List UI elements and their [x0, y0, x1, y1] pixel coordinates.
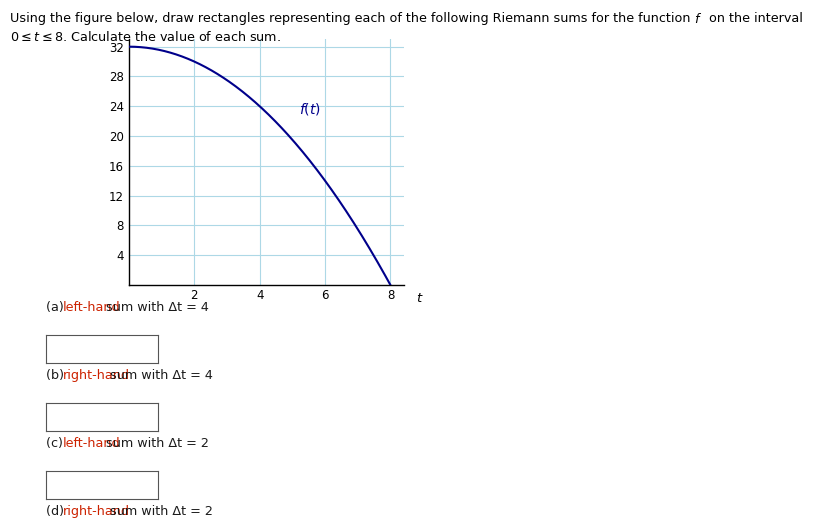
Text: (a): (a) [46, 301, 67, 314]
Text: on the interval: on the interval [705, 12, 803, 25]
Text: sum with Δt = 4: sum with Δt = 4 [106, 369, 213, 382]
Text: left-hand: left-hand [63, 301, 121, 314]
Text: sum with Δt = 4: sum with Δt = 4 [102, 301, 209, 314]
Text: (c): (c) [46, 437, 67, 450]
X-axis label: $t$: $t$ [416, 292, 423, 305]
Text: (b): (b) [46, 369, 67, 382]
Text: right-hand: right-hand [63, 369, 130, 382]
Text: (d): (d) [46, 505, 67, 518]
Text: left-hand: left-hand [63, 437, 121, 450]
Text: Using the figure below, draw rectangles representing each of the following Riema: Using the figure below, draw rectangles … [10, 12, 695, 25]
Text: $0 \leq t \leq 8$. Calculate the value of each sum.: $0 \leq t \leq 8$. Calculate the value o… [10, 30, 281, 44]
Text: right-hand: right-hand [63, 505, 130, 518]
Text: sum with Δt = 2: sum with Δt = 2 [102, 437, 209, 450]
Text: $f$: $f$ [694, 12, 702, 26]
Text: $f(t)$: $f(t)$ [299, 101, 321, 117]
Text: sum with Δt = 2: sum with Δt = 2 [106, 505, 213, 518]
